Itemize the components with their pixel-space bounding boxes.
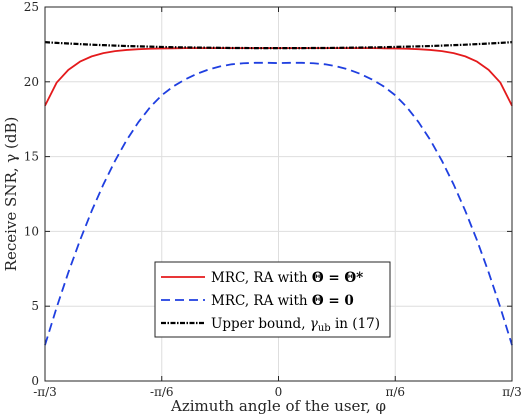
legend-entry-1: MRC, RA with Θ = 0 [211, 293, 354, 309]
legend: MRC, RA with Θ = Θ*MRC, RA with Θ = 0Upp… [154, 261, 391, 338]
series-line-1 [44, 61, 513, 346]
x-axis-label: Azimuth angle of the user, φ [170, 397, 386, 415]
axis-ticks: -π/3 -π/6 0 π/6 π/3 0 5 10 15 20 25 [24, 0, 522, 399]
x-tick-label: 0 [275, 385, 283, 399]
x-tick-label: -π/3 [33, 385, 57, 399]
y-tick-label: 5 [31, 299, 39, 313]
y-tick-label: 15 [24, 150, 39, 164]
legend-math: Θ = 0 [312, 293, 354, 309]
y-tick-label: 25 [24, 0, 39, 14]
series-lines [44, 41, 513, 346]
series-line-2 [44, 41, 513, 50]
y-tick-label: 10 [24, 224, 39, 238]
x-tick-label: -π/6 [150, 385, 174, 399]
legend-tail: in (17) [331, 316, 380, 332]
x-tick-label: π/6 [385, 385, 405, 399]
legend-entry-2: Upper bound, γub in (17) [211, 316, 380, 334]
legend-label: Upper bound, [211, 316, 310, 332]
y-axis-label: Receive SNR, γ (dB) [2, 117, 20, 272]
legend-label: MRC, RA with [211, 270, 312, 286]
legend-label: MRC, RA with [211, 293, 312, 309]
legend-subscript: ub [318, 323, 331, 334]
legend-entry-0: MRC, RA with Θ = Θ* [211, 270, 363, 286]
y-tick-label: 20 [24, 75, 39, 89]
y-tick-label: 0 [31, 374, 39, 388]
series-line-0 [44, 47, 513, 107]
x-tick-label: π/3 [502, 385, 522, 399]
legend-math: Θ = Θ* [312, 270, 363, 286]
legend-math: γ [310, 316, 319, 332]
